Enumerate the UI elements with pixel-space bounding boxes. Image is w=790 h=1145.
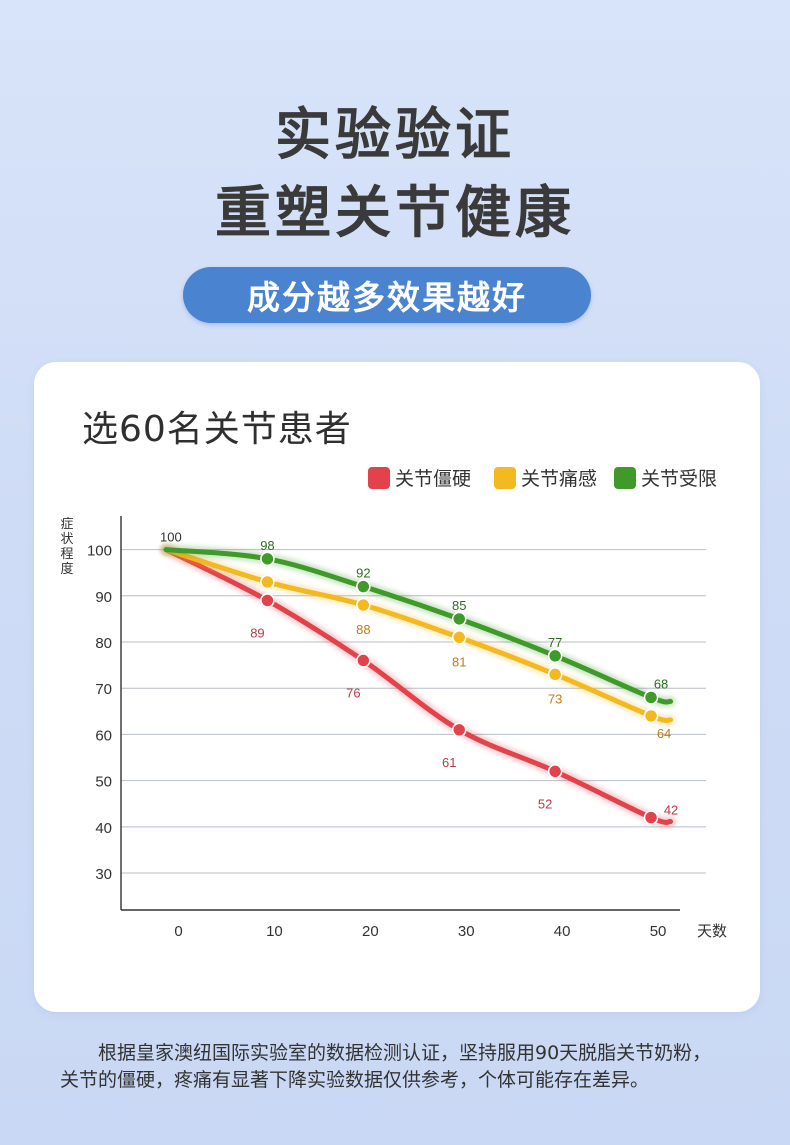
- data-label: 52: [538, 796, 552, 811]
- legend-swatch: [494, 467, 516, 489]
- x-tick-label: 0: [174, 923, 182, 940]
- y-tick-label: 60: [95, 727, 112, 744]
- data-point: [260, 593, 275, 608]
- y-tick-label: 30: [95, 866, 112, 883]
- data-label: 89: [250, 625, 264, 640]
- y-tick-label: 50: [95, 774, 112, 791]
- data-point: [547, 667, 563, 682]
- card-heading: 选60名关节患者: [82, 409, 352, 450]
- slogan-text: 成分越多效果越好: [247, 278, 527, 317]
- legend-item: 关节僵硬: [368, 467, 471, 490]
- x-axis-label: 天数: [697, 922, 727, 940]
- x-tick-label: 40: [554, 923, 571, 940]
- headline-line-2: 重塑关节健康: [215, 181, 575, 246]
- headline-line-1: 实验验证: [275, 103, 515, 168]
- data-label: 98: [260, 538, 274, 553]
- legend-label: 关节僵硬: [395, 468, 471, 490]
- data-point: [451, 630, 467, 645]
- y-tick-label: 90: [95, 589, 112, 606]
- y-axis-label-char: 度: [60, 561, 73, 577]
- x-tick-label: 10: [266, 923, 283, 940]
- data-point: [451, 722, 467, 738]
- data-label: 76: [346, 685, 360, 700]
- data-label: 81: [452, 654, 466, 669]
- data-label: 85: [452, 598, 466, 613]
- legend-item: 关节受限: [614, 467, 717, 490]
- data-label: 100: [160, 530, 182, 545]
- data-label: 92: [356, 566, 370, 581]
- data-point: [547, 648, 563, 664]
- data-label: 42: [664, 803, 678, 818]
- legend-label: 关节受限: [641, 468, 717, 490]
- data-label: 77: [548, 635, 562, 650]
- y-axis-label-char: 症: [60, 517, 73, 532]
- data-label: 73: [548, 691, 562, 706]
- x-tick-label: 30: [458, 923, 475, 940]
- data-point: [260, 551, 275, 567]
- legend-item: 关节痛感: [494, 467, 597, 490]
- footnote-text: 根据皇家澳纽国际实验室的数据检测认证，坚持服用90天脱脂关节奶粉，关节的僵硬，疼…: [60, 1042, 712, 1091]
- y-axis-label-char: 状: [60, 532, 73, 547]
- data-label: 68: [654, 676, 668, 691]
- data-point: [547, 764, 563, 779]
- x-tick-label: 50: [650, 923, 667, 940]
- data-point: [643, 690, 659, 705]
- slogan-pill: 成分越多效果越好: [183, 267, 591, 323]
- data-label: 61: [442, 755, 456, 770]
- data-point: [356, 597, 371, 613]
- data-label: 64: [657, 726, 671, 741]
- data-point: [643, 810, 659, 825]
- data-point: [643, 708, 659, 724]
- data-point: [260, 574, 275, 590]
- legend-swatch: [368, 467, 390, 489]
- x-tick-label: 20: [362, 923, 379, 940]
- y-axis-label-char: 程: [60, 547, 73, 562]
- legend-label: 关节痛感: [521, 468, 597, 490]
- legend-swatch: [614, 467, 636, 489]
- data-point: [356, 653, 371, 668]
- data-point: [451, 611, 467, 627]
- data-label: 88: [356, 622, 370, 637]
- y-tick-label: 100: [87, 543, 112, 560]
- data-point: [356, 579, 371, 594]
- y-tick-label: 80: [95, 635, 112, 652]
- y-tick-label: 40: [95, 820, 112, 837]
- y-tick-label: 70: [95, 681, 112, 698]
